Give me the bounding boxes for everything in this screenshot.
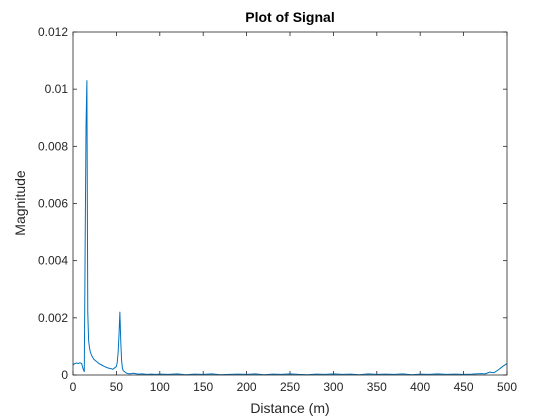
- plot-title: Plot of Signal: [245, 9, 334, 25]
- y-tick-label: 0.002: [38, 311, 68, 325]
- x-tick-label: 200: [237, 380, 257, 394]
- x-tick-label: 450: [454, 380, 474, 394]
- y-tick-label: 0.012: [38, 25, 68, 39]
- x-tick-label: 300: [323, 380, 343, 394]
- x-tick-label: 50: [110, 380, 124, 394]
- x-tick-label: 150: [193, 380, 213, 394]
- y-tick-label: 0.01: [45, 82, 69, 96]
- x-tick-label: 250: [280, 380, 300, 394]
- y-axis-label: Magnitude: [12, 170, 28, 236]
- y-tick-label: 0.006: [38, 197, 68, 211]
- x-tick-label: 350: [367, 380, 387, 394]
- x-tick-label: 100: [150, 380, 170, 394]
- signal-series-line: [72, 80, 508, 376]
- x-tick-label: 500: [497, 380, 517, 394]
- y-tick-label: 0.004: [38, 254, 68, 268]
- y-tick-label: 0: [61, 368, 68, 382]
- ticks-layer: 0 50 100 150 200 250 300 350 400 450 500 0 0.002 0.00…: [38, 25, 517, 394]
- x-tick-label: 400: [410, 380, 430, 394]
- x-tick-label: 0: [70, 380, 77, 394]
- axes-background: [73, 32, 507, 375]
- x-axis-label: Distance (m): [250, 400, 329, 416]
- series-layer: [72, 80, 508, 376]
- axes-box: [72, 31, 508, 376]
- y-tick-label: 0.008: [38, 139, 68, 153]
